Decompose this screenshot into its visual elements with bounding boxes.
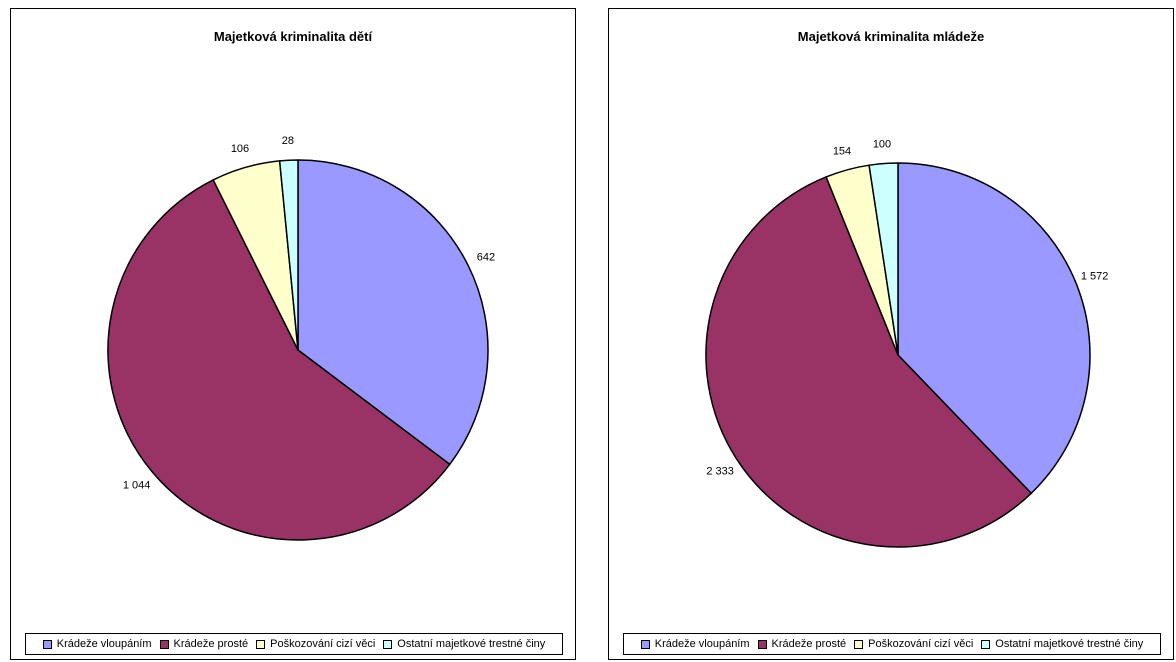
- data-label: 642: [477, 251, 495, 263]
- data-label: 1 044: [123, 479, 151, 491]
- legend-item: Krádeže vloupáním: [42, 638, 152, 650]
- data-label: 100: [873, 139, 891, 151]
- data-label: 1 572: [1081, 271, 1109, 283]
- legend-label: Krádeže vloupáním: [654, 638, 750, 650]
- chart-title: Majetková kriminalita dětí: [213, 29, 373, 44]
- legend: Krádeže vloupáním Krádeže prosté Poškozo…: [623, 633, 1161, 655]
- data-label: 154: [833, 146, 851, 158]
- data-label: 106: [231, 143, 249, 155]
- legend-swatch: [256, 639, 266, 649]
- legend-item: Krádeže vloupáním: [640, 638, 750, 650]
- legend-swatch: [854, 639, 864, 649]
- legend-label: Krádeže prosté: [173, 638, 249, 650]
- data-label: 28: [282, 135, 294, 147]
- legend-label: Poškozování cizí věci: [270, 638, 376, 650]
- legend-swatch: [159, 639, 169, 649]
- legend-item: Krádeže prosté: [757, 638, 847, 650]
- legend-swatch: [640, 639, 650, 649]
- legend-swatch: [42, 639, 52, 649]
- legend-label: Ostatní majetkové trestné činy: [995, 638, 1144, 650]
- chart-title: Majetková kriminalita mládeže: [797, 29, 985, 44]
- legend-item: Ostatní majetkové trestné činy: [383, 638, 545, 650]
- legend-label: Ostatní majetkové trestné činy: [397, 638, 546, 650]
- pie-slice: [705, 176, 1032, 548]
- legend-item: Krádeže prosté: [159, 638, 249, 650]
- pie-chart: 642 1 044 106 28: [107, 135, 495, 541]
- pie-slice: [297, 159, 489, 466]
- pie-slice: [278, 159, 299, 351]
- legend-label: Poškozování cizí věci: [868, 638, 974, 650]
- chart-panel-children: Majetková kriminalita dětí 642 1 044 106 28…: [10, 8, 576, 660]
- legend-label: Krádeže vloupáním: [56, 638, 152, 650]
- legend-swatch: [383, 639, 393, 649]
- pie-slice: [107, 179, 451, 541]
- data-label: 2 333: [706, 465, 734, 477]
- legend-swatch: [981, 639, 991, 649]
- pie-slice: [897, 162, 1091, 495]
- legend-item: Poškozování cizí věci: [854, 638, 973, 650]
- pie-slice: [868, 162, 899, 356]
- pie-chart: 1 572 2 333 154 100: [705, 139, 1109, 548]
- chart-panel-youth: Majetková kriminalita mládeže 1 572 2 333…: [608, 8, 1174, 660]
- legend-label: Krádeže prosté: [771, 638, 847, 650]
- legend: Krádeže vloupáním Krádeže prosté Poškozo…: [25, 633, 563, 655]
- legend-item: Poškozování cizí věci: [256, 638, 375, 650]
- legend-swatch: [757, 639, 767, 649]
- legend-item: Ostatní majetkové trestné činy: [981, 638, 1143, 650]
